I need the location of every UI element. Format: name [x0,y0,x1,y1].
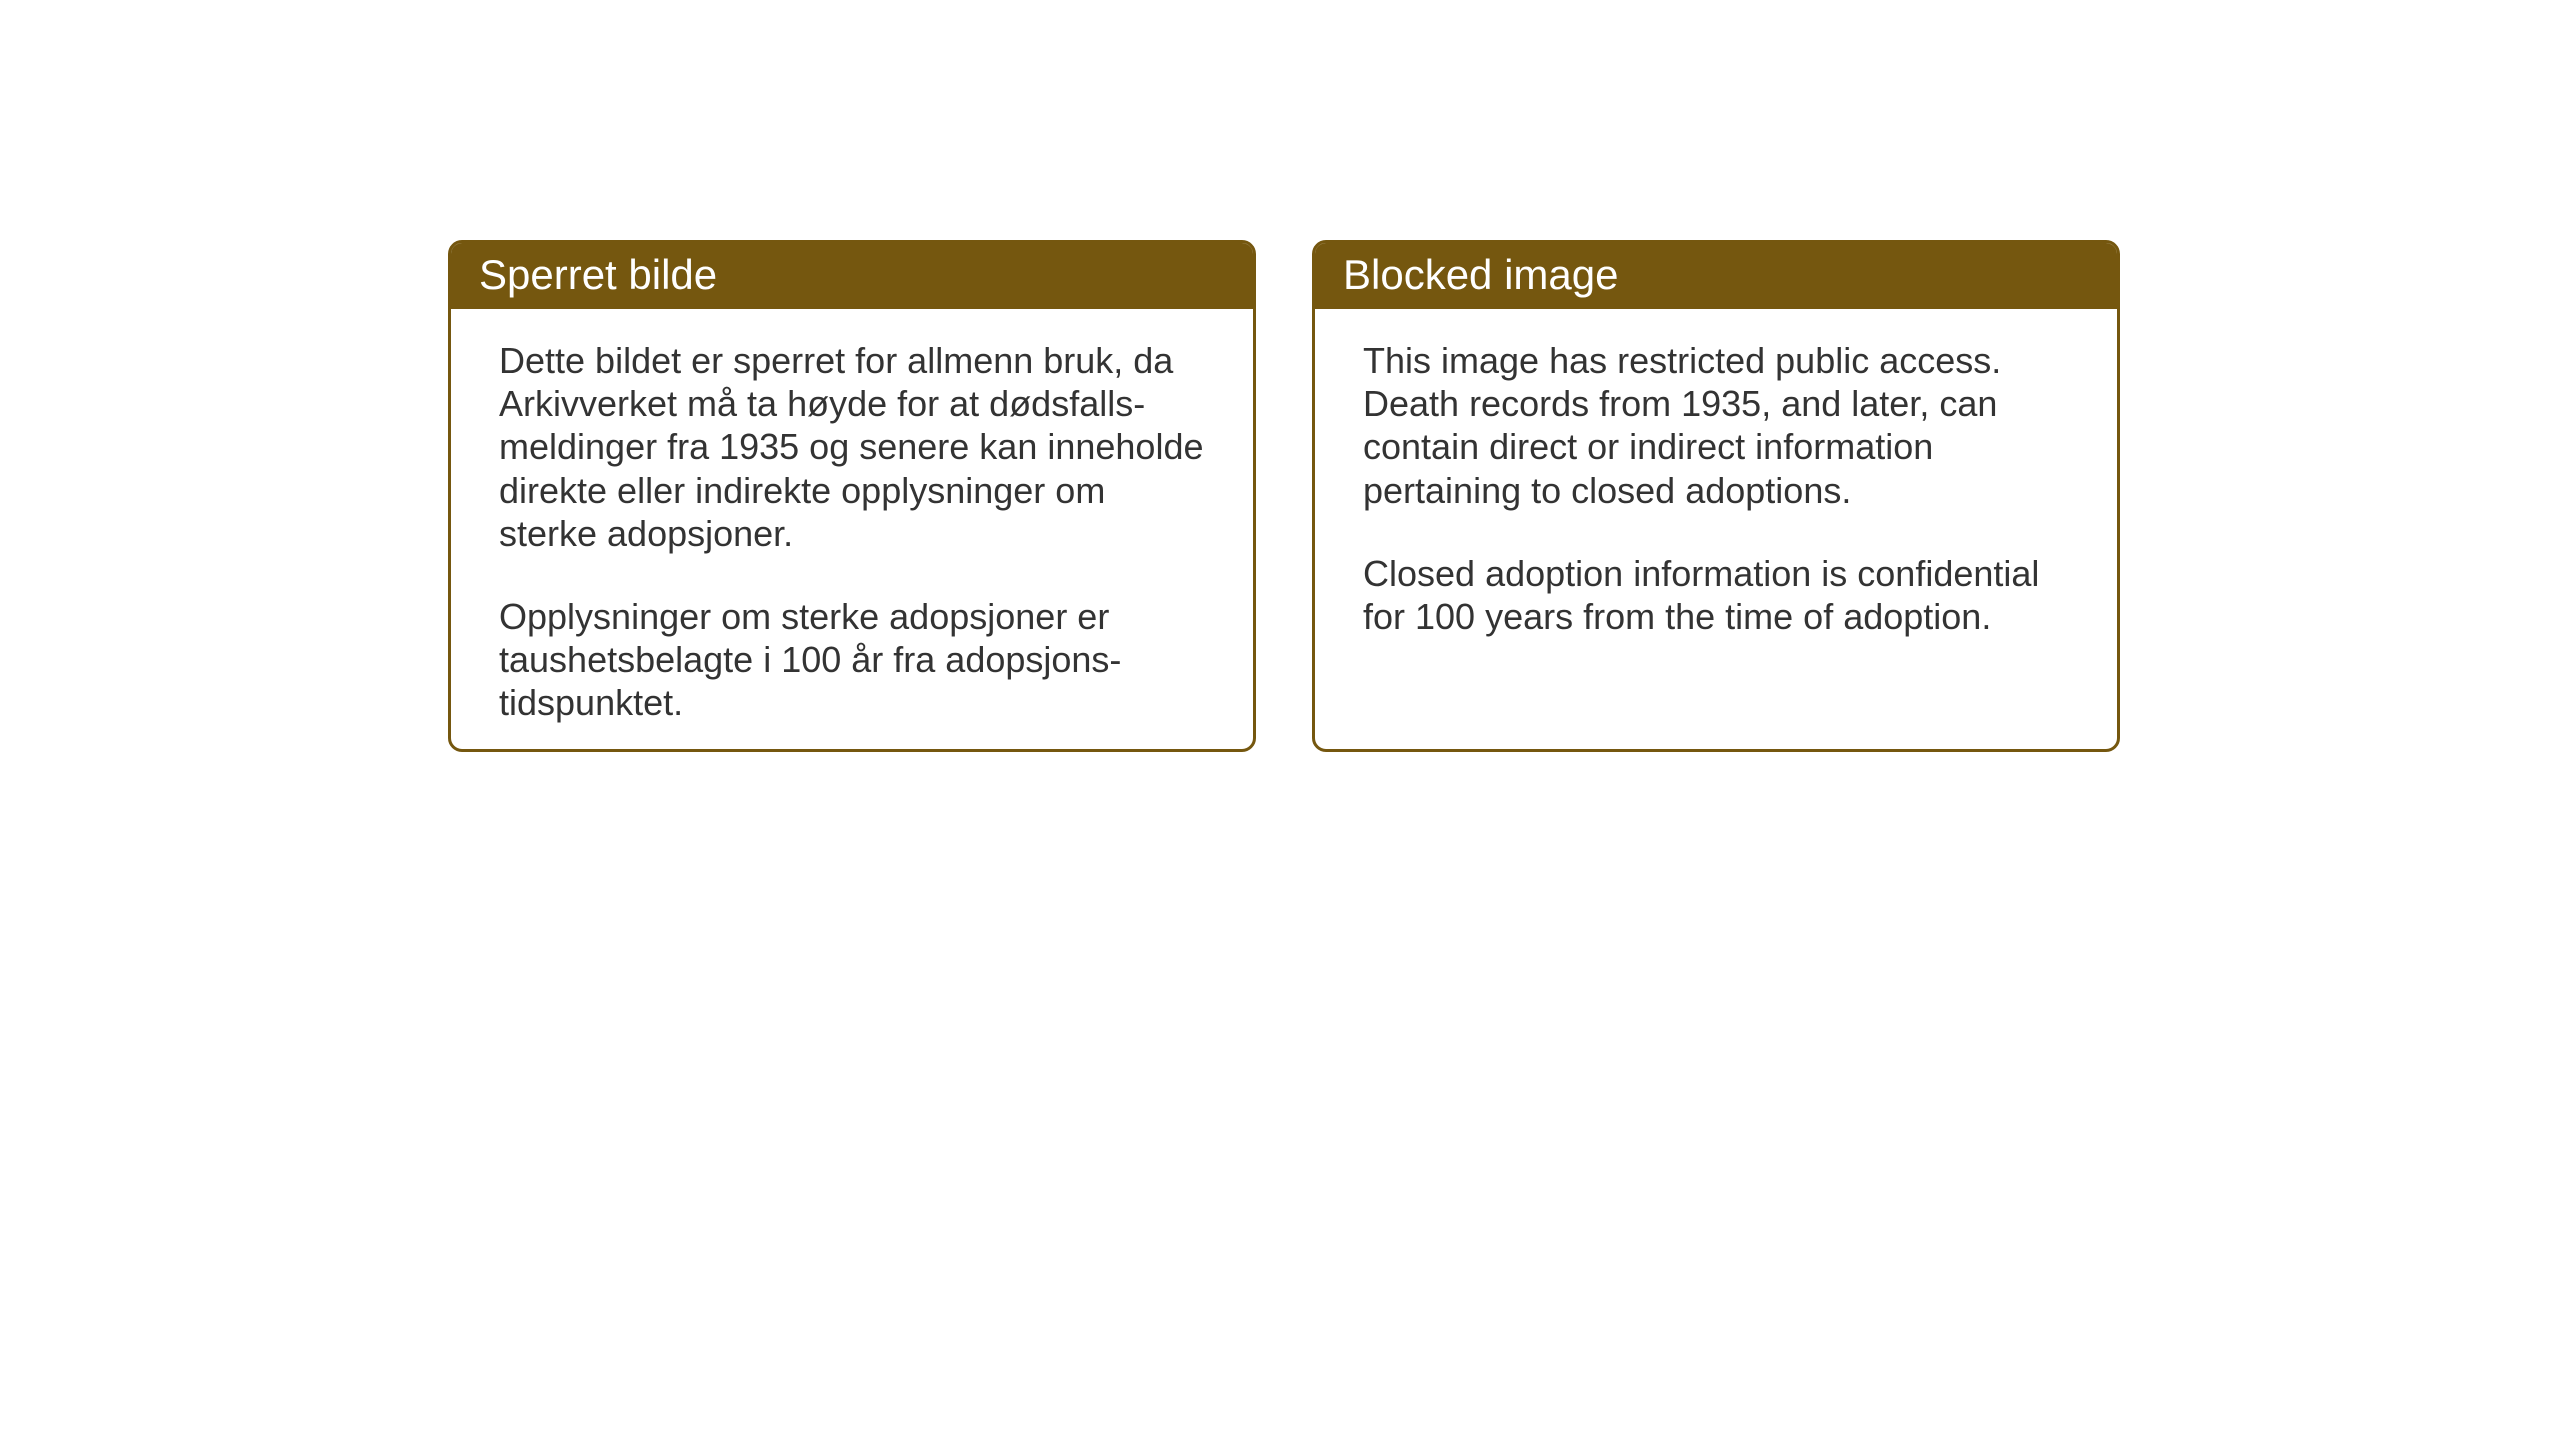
english-notice-box: Blocked image This image has restricted … [1312,240,2120,752]
norwegian-paragraph-2: Opplysninger om sterke adopsjoner er tau… [499,595,1205,725]
norwegian-notice-body: Dette bildet er sperret for allmenn bruk… [451,309,1253,752]
norwegian-notice-title: Sperret bilde [451,243,1253,309]
english-paragraph-1: This image has restricted public access.… [1363,339,2069,512]
norwegian-paragraph-1: Dette bildet er sperret for allmenn bruk… [499,339,1205,555]
english-notice-body: This image has restricted public access.… [1315,309,2117,678]
english-paragraph-2: Closed adoption information is confident… [1363,552,2069,638]
english-notice-title: Blocked image [1315,243,2117,309]
notice-container: Sperret bilde Dette bildet er sperret fo… [0,0,2560,752]
norwegian-notice-box: Sperret bilde Dette bildet er sperret fo… [448,240,1256,752]
